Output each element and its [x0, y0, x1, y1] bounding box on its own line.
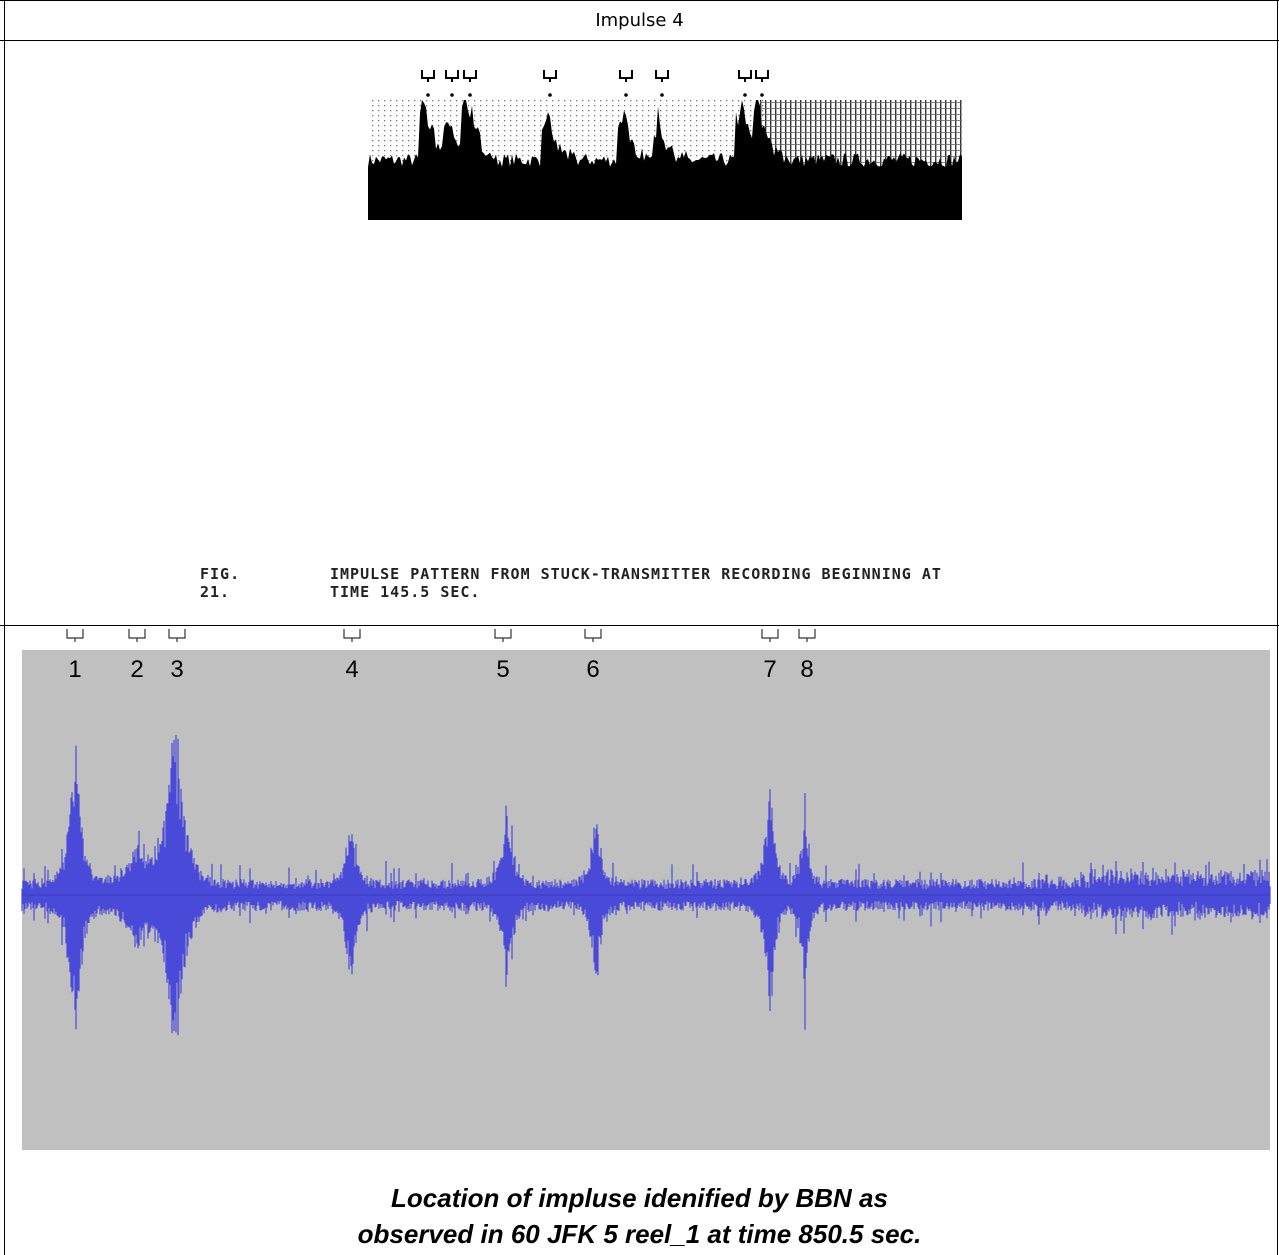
marker-label: 2: [130, 656, 143, 683]
table-border: [0, 40, 1279, 41]
impulse-marker: [168, 629, 186, 642]
impulse-marker: [343, 629, 361, 642]
caption-line: Location of impluse idenified by BBN as: [391, 1183, 888, 1213]
marker-dot: [624, 93, 628, 97]
marker-label: 3: [170, 656, 183, 683]
impulse-marker: [445, 70, 459, 82]
marker-label: 5: [496, 656, 509, 683]
caption-line: TIME 145.5 SEC.: [330, 583, 481, 601]
marker-dot: [468, 93, 472, 97]
marker-label: 6: [586, 656, 599, 683]
marker-label: 7: [763, 656, 776, 683]
caption-line: observed in 60 JFK 5 reel_1 at time 850.…: [357, 1219, 922, 1249]
marker-dot: [760, 93, 764, 97]
impulse-marker: [798, 629, 816, 642]
impulse-marker: [421, 70, 435, 82]
impulse-marker: [755, 70, 769, 82]
impulse-marker: [543, 70, 557, 82]
table-border: [0, 625, 1279, 626]
marker-dot: [660, 93, 664, 97]
impulse-marker: [619, 70, 633, 82]
marker-dot: [743, 93, 747, 97]
marker-dot: [450, 93, 454, 97]
table-border: [4, 0, 5, 1255]
impulse-marker: [463, 70, 477, 82]
marker-label: 8: [800, 656, 813, 683]
marker-label: 4: [345, 656, 358, 683]
marker-dot: [548, 93, 552, 97]
impulse-marker: [66, 629, 84, 642]
header-title: Impulse 4: [595, 10, 684, 31]
impulse-marker: [584, 629, 602, 642]
impulse-marker: [655, 70, 669, 82]
spectrogram: [368, 100, 962, 220]
table-border: [0, 0, 1279, 1]
impulse-marker: [494, 629, 512, 642]
table-border: [1277, 0, 1278, 1255]
impulse-marker: [738, 70, 752, 82]
figure-label: FIG. 21.: [200, 565, 241, 601]
caption-line: IMPULSE PATTERN FROM STUCK-TRANSMITTER R…: [330, 565, 942, 583]
marker-label: 1: [68, 656, 81, 683]
impulse-marker: [761, 629, 779, 642]
caption: Location of impluse idenified by BBN as …: [0, 1180, 1279, 1252]
impulse-marker: [128, 629, 146, 642]
marker-dot: [426, 93, 430, 97]
